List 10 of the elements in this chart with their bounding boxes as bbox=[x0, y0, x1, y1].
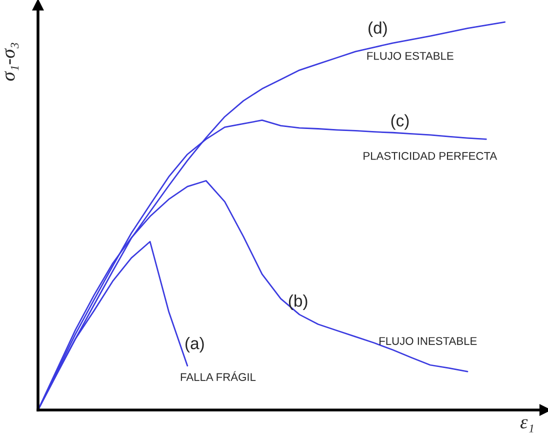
y-axis-title: σ₁-σ₃ bbox=[4, 42, 19, 81]
x-axis-title: ε₁ bbox=[520, 419, 534, 432]
annotation: PLASTICIDAD PERFECTA bbox=[364, 152, 498, 160]
annotation: (c) bbox=[391, 114, 409, 130]
annotation: FLUJO ESTABLE bbox=[367, 52, 454, 60]
annotation: FALLA FRÁGIL bbox=[180, 371, 256, 381]
annotation: (d) bbox=[368, 22, 387, 38]
annotation: (a) bbox=[186, 337, 204, 353]
annotation: FLUJO INESTABLE bbox=[380, 337, 477, 345]
annotation: (b) bbox=[288, 294, 308, 310]
